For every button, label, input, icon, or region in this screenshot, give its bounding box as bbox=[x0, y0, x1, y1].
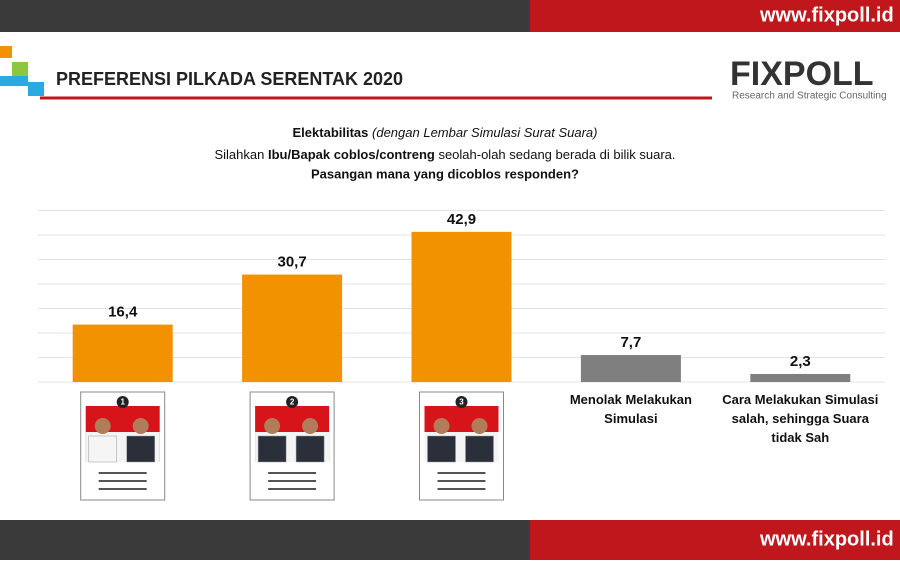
value-label: 7,7 bbox=[620, 334, 641, 351]
candidate-head bbox=[302, 418, 319, 434]
bottom-bar-dark bbox=[0, 520, 530, 560]
candidate-head bbox=[264, 418, 281, 434]
ballot-caption bbox=[268, 472, 317, 474]
candidate-body bbox=[295, 435, 325, 463]
bar bbox=[750, 373, 851, 382]
ballot-caption bbox=[268, 488, 317, 490]
bottom-bar-red bbox=[530, 520, 900, 560]
top-bar-dark bbox=[0, 0, 530, 32]
ballot-caption bbox=[98, 480, 147, 482]
subtitle-part: Silahkan bbox=[214, 147, 267, 162]
candidate-body bbox=[427, 435, 456, 463]
candidate-body bbox=[465, 435, 494, 463]
chart-title-note: (dengan Lembar Simulasi Surat Suara) bbox=[372, 125, 597, 140]
ballot-caption bbox=[98, 488, 147, 490]
ballot-caption bbox=[437, 488, 486, 490]
value-label: 2,3 bbox=[790, 353, 811, 370]
ballot-number-badge bbox=[455, 396, 468, 408]
ballot-number: 1 bbox=[120, 398, 125, 407]
ballot-number-badge bbox=[116, 396, 129, 408]
subtitle-part: seolah-olah sedang berada di bilik suara… bbox=[435, 147, 676, 162]
logo-square bbox=[0, 46, 12, 58]
candidate-head bbox=[132, 418, 149, 434]
candidate-body bbox=[257, 435, 287, 463]
x-tick-label: Menolak Melakukan Simulasi bbox=[570, 392, 692, 426]
candidate-head bbox=[433, 418, 450, 434]
candidate-body bbox=[88, 435, 117, 463]
top-bar-red bbox=[530, 0, 900, 32]
candidate-body bbox=[126, 435, 155, 463]
ballot-number: 2 bbox=[290, 398, 295, 407]
tagline: Research and Strategic Consulting bbox=[732, 91, 887, 102]
candidate-head bbox=[94, 418, 111, 434]
chart-title: Elektabilitas (dengan Lembar Simulasi Su… bbox=[293, 125, 598, 140]
subtitle: Silahkan Ibu/Bapak coblos/contreng seola… bbox=[214, 147, 675, 162]
bar bbox=[242, 274, 343, 382]
ballot-caption bbox=[98, 472, 147, 474]
value-label: 16,4 bbox=[108, 304, 138, 321]
bar bbox=[72, 324, 173, 382]
bar bbox=[411, 231, 512, 382]
header-title: PREFERENSI PILKADA SERENTAK 2020 bbox=[56, 69, 403, 89]
x-tick-label: Cara Melakukan Simulasi salah, sehingga S… bbox=[722, 392, 878, 445]
chart-title-main: Elektabilitas bbox=[293, 125, 369, 140]
value-label: 30,7 bbox=[277, 254, 306, 271]
candidate-head bbox=[471, 418, 488, 434]
ballot-caption bbox=[437, 472, 486, 474]
url: www.fixpoll.id bbox=[759, 4, 894, 26]
ballot-caption bbox=[437, 480, 486, 482]
url: www.fixpoll.id bbox=[759, 528, 894, 550]
logo: FIXPOLL bbox=[730, 55, 874, 93]
subtitle-part: Pasangan mana yang dicoblos responden? bbox=[311, 166, 579, 181]
logo-square bbox=[28, 82, 44, 96]
logo-square bbox=[0, 76, 28, 86]
ballot-number-badge bbox=[286, 396, 299, 408]
subtitle-part: Ibu/Bapak coblos/contreng bbox=[268, 147, 435, 162]
logo-square bbox=[12, 62, 28, 76]
ballot-caption bbox=[268, 480, 317, 482]
ballot-number: 3 bbox=[459, 398, 464, 407]
value-label: 42,9 bbox=[447, 211, 476, 228]
bar bbox=[580, 355, 681, 382]
